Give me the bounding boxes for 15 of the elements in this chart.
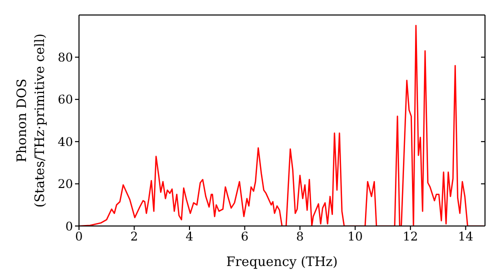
- x-tick-label: 10: [348, 230, 363, 244]
- y-tick-label: 0: [65, 219, 73, 234]
- x-tick-label: 14: [458, 230, 474, 244]
- x-tick-label: 8: [296, 230, 304, 244]
- y-tick-label: 80: [58, 50, 73, 64]
- x-tick-label: 0: [75, 230, 83, 244]
- y-axis-title: Phonon DOS (States/THz·primitive cell): [15, 33, 48, 208]
- y-tick-label: 60: [58, 92, 73, 107]
- y-tick-label: 20: [58, 177, 73, 192]
- y-tick-label: 40: [58, 134, 73, 149]
- x-tick-label: 4: [186, 230, 194, 244]
- x-tick-label: 6: [240, 230, 249, 244]
- x-tick-label: 12: [402, 230, 418, 244]
- x-axis-title: Frequency (THz): [226, 255, 338, 270]
- x-tick-label: 2: [130, 230, 138, 244]
